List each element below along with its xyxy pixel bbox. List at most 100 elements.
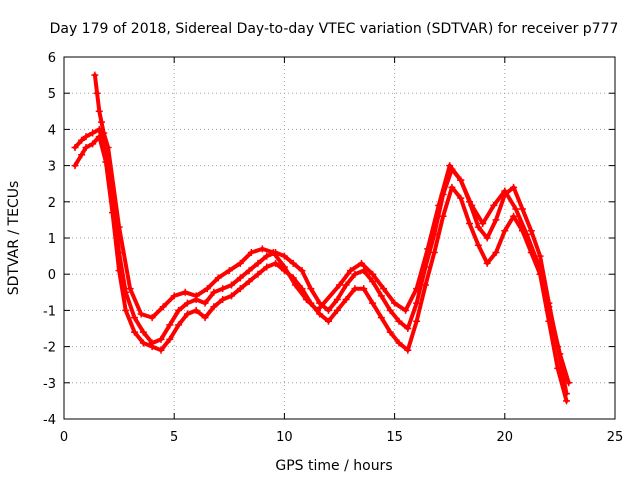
data-point	[201, 299, 209, 307]
data-point	[139, 328, 147, 336]
data-point	[82, 144, 90, 151]
data-point	[523, 230, 531, 238]
data-point	[175, 306, 183, 314]
x-axis-label: GPS time / hours	[275, 458, 392, 474]
data-point	[100, 129, 108, 137]
data-point	[457, 176, 465, 184]
y-tick-label: 1	[48, 232, 56, 247]
data-point	[421, 281, 429, 289]
data-point	[565, 379, 573, 387]
data-point	[115, 223, 123, 231]
data-point	[201, 314, 209, 322]
data-point	[501, 187, 509, 195]
data-point	[210, 303, 218, 311]
data-point	[324, 317, 332, 325]
data-point	[483, 234, 491, 242]
data-point	[501, 227, 509, 235]
data-point	[181, 288, 189, 296]
data-point	[258, 245, 266, 253]
data-point	[545, 303, 553, 311]
data-point	[316, 310, 324, 318]
data-point	[139, 339, 147, 347]
y-tick-label: 0	[48, 268, 56, 283]
data-point	[336, 281, 343, 289]
data-point	[369, 299, 377, 307]
data-point	[89, 140, 97, 148]
data-point	[280, 263, 288, 271]
x-tick-label: 0	[60, 430, 68, 445]
data-point	[512, 205, 520, 213]
y-tick-label: 6	[48, 51, 56, 66]
data-point	[386, 328, 394, 336]
data-point	[342, 296, 350, 304]
data-point	[166, 321, 174, 329]
data-point	[78, 136, 86, 144]
y-tick-label: -1	[43, 304, 56, 319]
data-point	[435, 201, 443, 209]
data-point	[413, 317, 421, 325]
x-tick-label: 10	[276, 430, 293, 445]
data-point	[236, 274, 244, 282]
data-point	[563, 397, 571, 405]
data-point	[358, 259, 366, 267]
track-a-trace	[73, 127, 569, 396]
data-point	[219, 285, 227, 293]
data-point	[122, 306, 130, 314]
data-point	[228, 281, 236, 289]
data-point	[263, 252, 271, 260]
data-point	[490, 201, 498, 209]
data-point	[104, 144, 112, 151]
data-point	[82, 133, 90, 141]
data-point	[175, 321, 183, 329]
data-point	[272, 259, 280, 267]
data-point	[108, 209, 116, 217]
data-point	[413, 285, 421, 293]
data-point	[369, 277, 377, 285]
data-point	[157, 346, 165, 354]
data-point	[483, 259, 491, 267]
data-point	[291, 281, 299, 289]
data-point	[183, 310, 191, 318]
data-point	[131, 328, 139, 336]
data-point	[157, 335, 165, 343]
data-point	[369, 270, 377, 278]
data-point	[225, 267, 233, 275]
data-point	[333, 296, 341, 304]
data-point	[404, 325, 412, 332]
data-point	[439, 212, 447, 220]
track-b-trace	[73, 134, 569, 403]
y-tick-label: 3	[48, 160, 56, 175]
data-point	[137, 310, 145, 318]
data-point	[219, 296, 227, 304]
data-point	[386, 306, 394, 314]
data-point	[492, 248, 500, 256]
y-tick-label: 2	[48, 196, 56, 211]
data-point	[466, 220, 474, 228]
data-point	[492, 216, 500, 224]
data-point	[236, 259, 244, 267]
data-point	[97, 118, 105, 126]
y-tick-label: -4	[43, 413, 56, 428]
data-point	[518, 205, 526, 213]
data-point	[430, 248, 438, 256]
data-point	[126, 285, 134, 293]
data-point	[166, 335, 174, 343]
data-point	[89, 129, 97, 137]
data-point	[446, 162, 454, 170]
data-point	[228, 292, 236, 300]
data-point	[342, 281, 350, 289]
data-point	[324, 306, 332, 314]
data-point	[203, 285, 211, 293]
data-point	[254, 259, 262, 267]
y-axis-label: SDTVAR / TECUs	[6, 181, 22, 296]
data-point	[351, 270, 359, 278]
data-point	[170, 292, 178, 300]
data-point	[71, 162, 79, 170]
data-point	[424, 245, 432, 253]
data-point	[91, 71, 99, 79]
data-point	[536, 252, 544, 260]
data-point	[269, 248, 277, 256]
data-point	[159, 303, 167, 311]
y-tick-label: -2	[43, 341, 56, 356]
